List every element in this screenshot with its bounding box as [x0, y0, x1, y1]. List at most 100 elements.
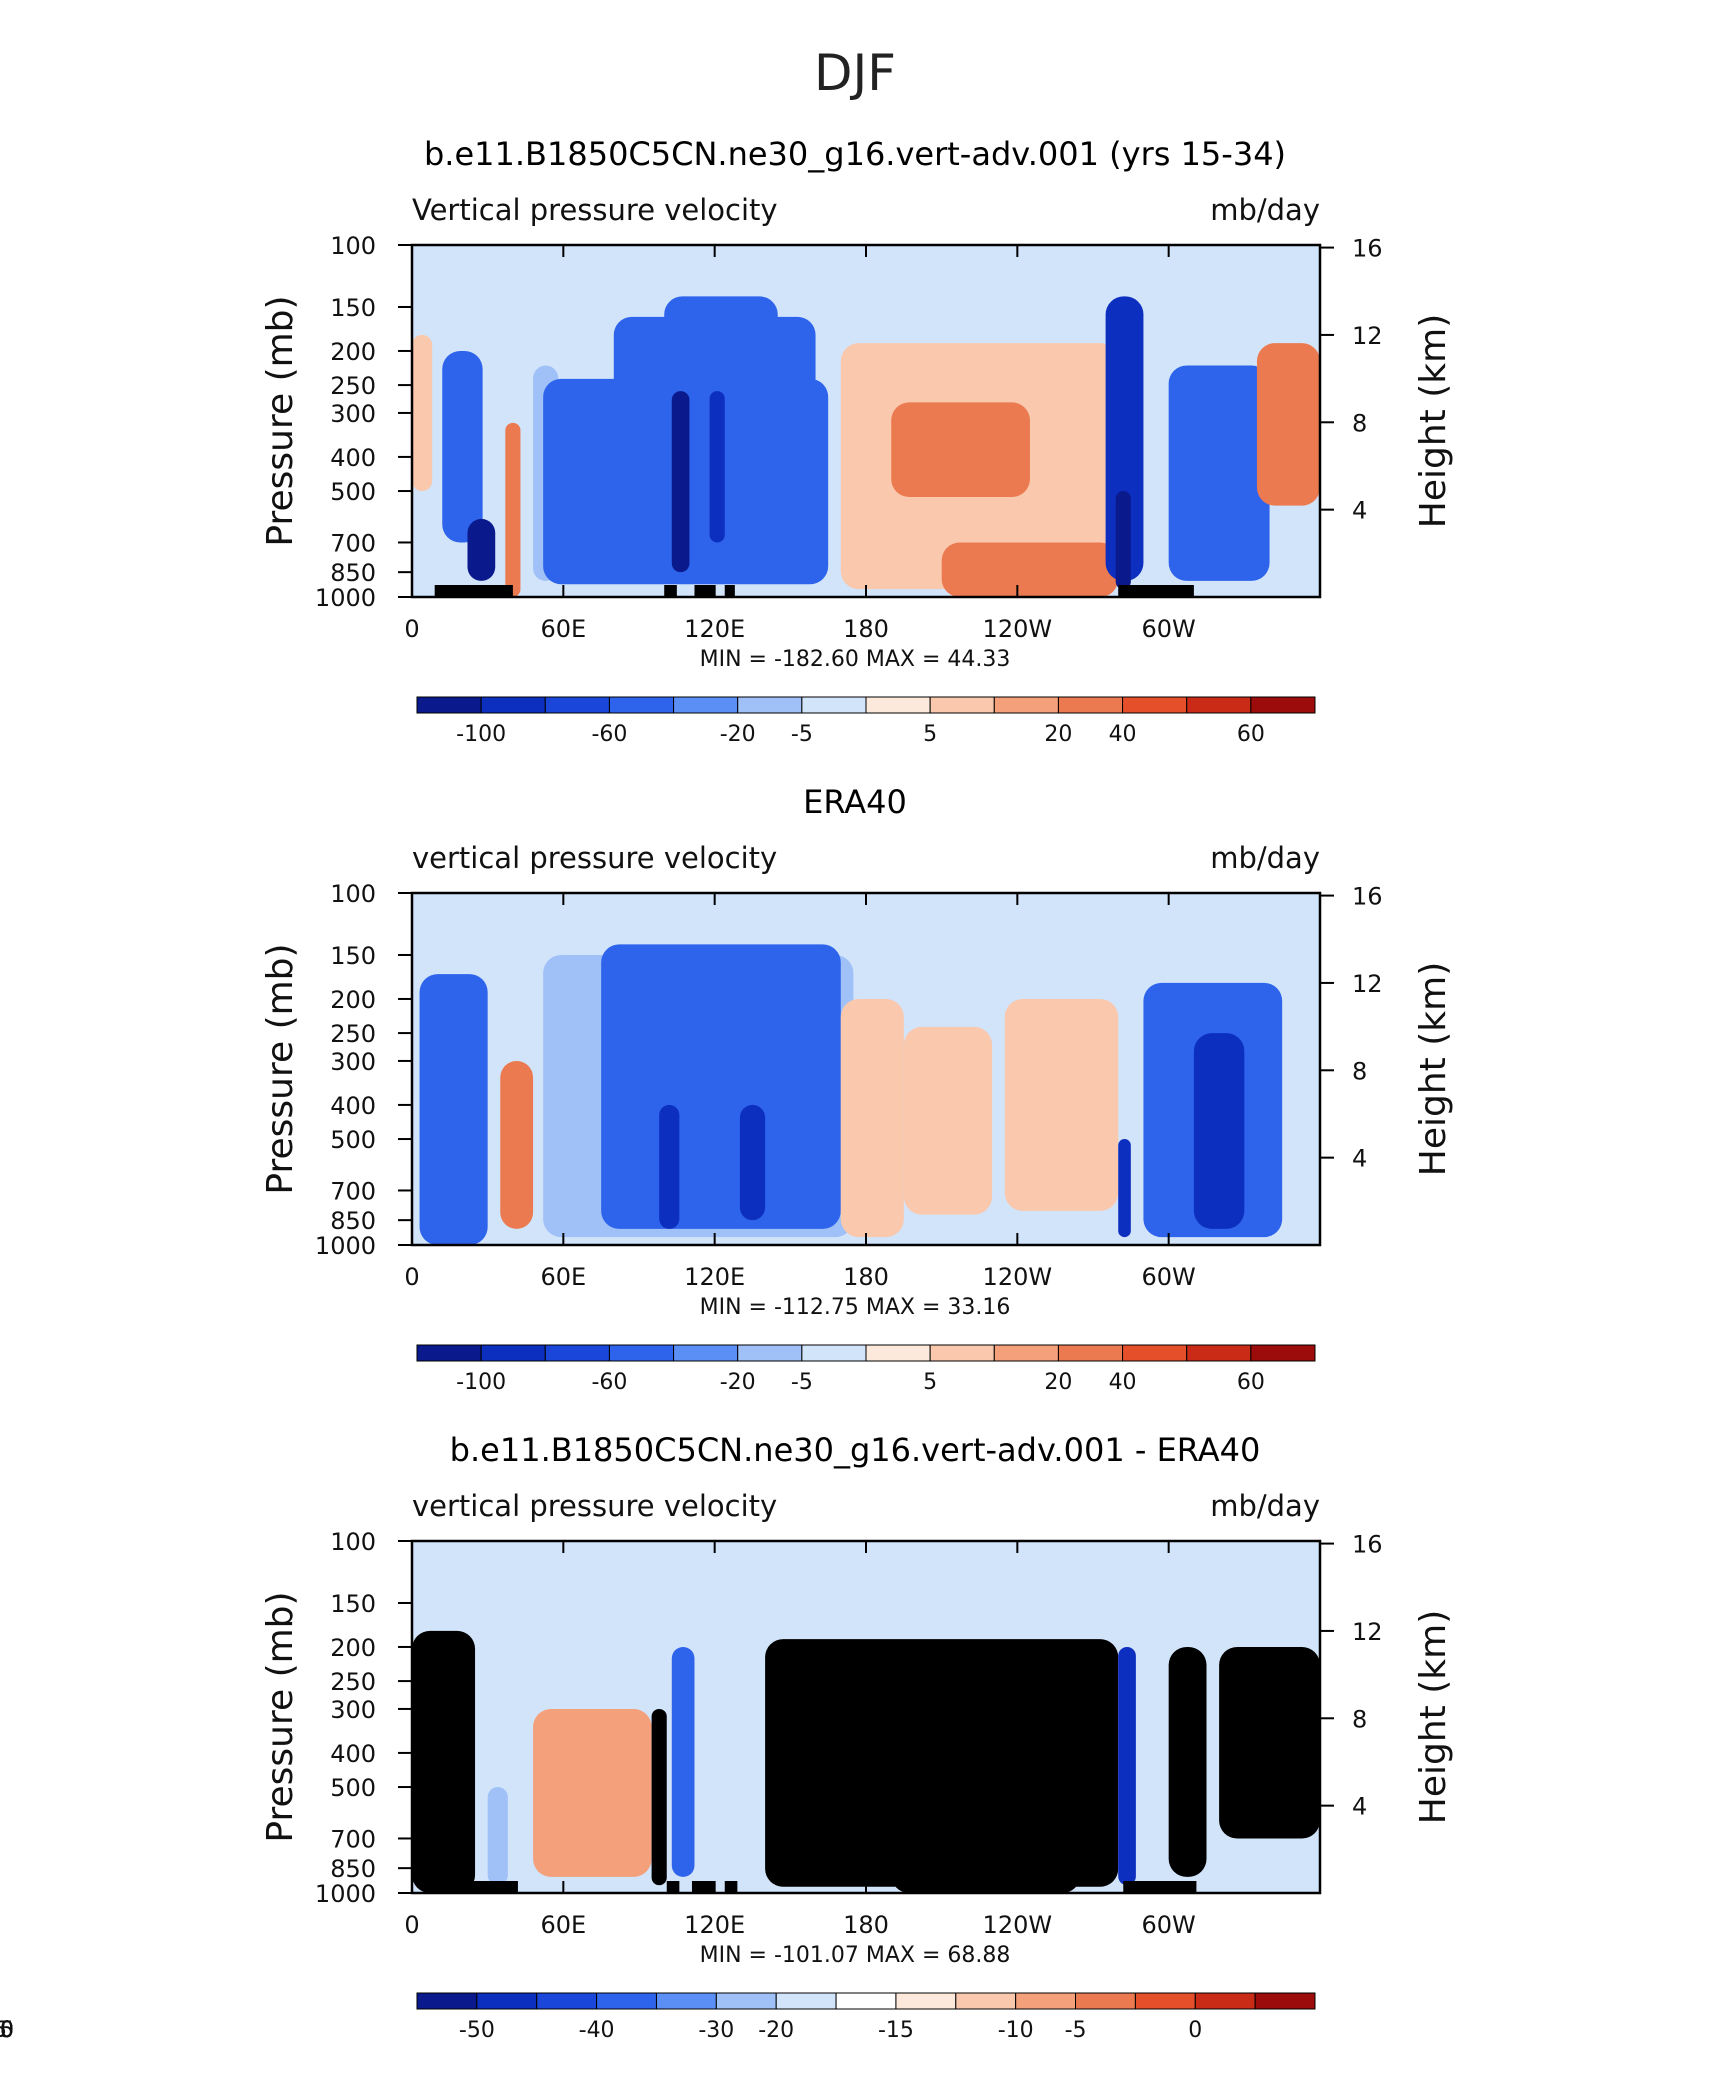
y-tick-label: 850: [330, 1207, 376, 1235]
colorbar-swatch: [673, 696, 739, 714]
x-tick-label: 60E: [540, 1911, 586, 1939]
colorbar-swatch: [801, 1344, 867, 1362]
y-tick-label: 100: [330, 880, 376, 908]
land-block: [1123, 1881, 1197, 1893]
left-string: vertical pressure velocity: [412, 841, 777, 875]
colorbar-swatch: [801, 696, 867, 714]
right-string: mb/day: [1210, 1489, 1320, 1523]
x-tick-label: 60W: [1142, 1911, 1196, 1939]
panel-1: b.e11.B1850C5CN.ne30_g16.vert-adv.001 (y…: [260, 135, 1454, 747]
colorbar-label: -40: [579, 2018, 615, 2043]
colorbar-label: -60: [591, 722, 627, 747]
x-tick-label: 120W: [983, 615, 1053, 643]
land-block: [664, 585, 677, 597]
y2-tick-label: 8: [1352, 409, 1367, 437]
colorbar-swatch: [608, 696, 675, 714]
colorbar-swatch: [1057, 696, 1124, 714]
contour-region: [659, 1104, 680, 1229]
y-tick-label: 200: [330, 338, 376, 366]
colorbar-swatch: [1122, 696, 1188, 714]
y2-tick-label: 16: [1352, 883, 1383, 911]
colorbar-swatch: [673, 1344, 739, 1362]
x-tick-label: 60E: [540, 1263, 586, 1291]
colorbar-swatch: [1122, 1344, 1188, 1362]
panel-2: ERA40 vertical pressure velocity mb/day 0 60…: [260, 783, 1454, 1395]
colorbar-swatch: [1186, 1344, 1252, 1362]
y2-axis-label: Height (km): [1413, 962, 1454, 1176]
colorbar-label: -5: [791, 722, 813, 747]
y2-tick-label: 16: [1352, 235, 1383, 263]
right-string: mb/day: [1210, 193, 1320, 227]
y-tick-label: 850: [330, 559, 376, 587]
colorbar-label: 10: [0, 2018, 14, 2043]
colorbar-swatch: [480, 1344, 546, 1362]
contour-region: [941, 542, 1119, 597]
colorbar-swatch: [416, 1992, 478, 2010]
y-tick-label: 1000: [315, 1232, 376, 1260]
colorbar-label: 60: [1237, 722, 1265, 747]
x-tick-label: 180: [843, 1911, 889, 1939]
y2-tick-label: 12: [1352, 1618, 1383, 1646]
colorbar-label: 50: [0, 2018, 14, 2043]
colorbar-label: 60: [1237, 1370, 1265, 1395]
y-tick-label: 250: [330, 372, 376, 400]
y2-tick-label: 12: [1352, 322, 1383, 350]
colorbar-swatch: [1250, 1344, 1316, 1362]
contour-region: [891, 402, 1030, 498]
colorbar-swatch: [655, 1992, 717, 2010]
colorbar-label: -50: [459, 2018, 495, 2043]
colorbar-label: -10: [998, 2018, 1034, 2043]
colorbar-label: 20: [0, 2018, 14, 2043]
y2-tick-label: 16: [1352, 1531, 1383, 1559]
colorbar-swatch: [895, 1992, 957, 2010]
x-tick-label: 120E: [684, 1911, 745, 1939]
y-tick-label: 1000: [315, 584, 376, 612]
colorbar-swatch: [1015, 1992, 1077, 2010]
land-block: [666, 1881, 680, 1893]
x-tick-label: 60W: [1142, 615, 1196, 643]
colorbar-label: -100: [456, 1370, 506, 1395]
y-tick-label: 300: [330, 1048, 376, 1076]
land-block: [432, 1881, 518, 1893]
colorbar-label: 15: [0, 2018, 14, 2043]
y-tick-label: 1000: [315, 1880, 376, 1908]
colorbar-label: -5: [791, 1370, 813, 1395]
x-tick-label: 120E: [684, 1263, 745, 1291]
contour-region: [1118, 1646, 1136, 1886]
colorbar-label: 20: [1044, 722, 1072, 747]
contour-region: [651, 1708, 667, 1886]
left-string: Vertical pressure velocity: [412, 193, 778, 227]
y-tick-label: 150: [330, 942, 376, 970]
colorbar-label: -20: [720, 1370, 756, 1395]
left-string: vertical pressure velocity: [412, 1489, 777, 1523]
contour-region: [709, 391, 725, 543]
contour-region: [467, 518, 496, 581]
y-tick-label: 200: [330, 1634, 376, 1662]
x-tick-label: 120W: [983, 1911, 1053, 1939]
contour-region: [1256, 343, 1320, 506]
y2-axis-label: Height (km): [1413, 1610, 1454, 1824]
contour-region: [500, 1060, 534, 1229]
colorbar-label: 5: [0, 2018, 7, 2043]
land-block: [691, 1881, 715, 1893]
y-axis-label: Pressure (mb): [260, 1591, 301, 1842]
colorbar-swatch: [1186, 696, 1252, 714]
colorbar-swatch: [476, 1992, 538, 2010]
contour-region: [412, 334, 433, 492]
contour-region: [1004, 998, 1119, 1211]
y-tick-label: 100: [330, 232, 376, 260]
x-tick-label: 120E: [684, 615, 745, 643]
contour-region: [1115, 491, 1131, 590]
colorbar-swatch: [1057, 1344, 1124, 1362]
land-block: [724, 1881, 738, 1893]
panel-title: b.e11.B1850C5CN.ne30_g16.vert-adv.001 - …: [450, 1431, 1261, 1469]
y-axis-label: Pressure (mb): [260, 943, 301, 1194]
y-axis-label: Pressure (mb): [260, 295, 301, 546]
x-tick-label: 0: [404, 615, 419, 643]
colorbar-label: 0: [1188, 2018, 1202, 2043]
land-block: [1118, 585, 1194, 597]
x-tick-label: 0: [404, 1911, 419, 1939]
contour-region: [802, 1681, 854, 1839]
min-max-stats: MIN = -182.60 MAX = 44.33: [700, 647, 1011, 672]
